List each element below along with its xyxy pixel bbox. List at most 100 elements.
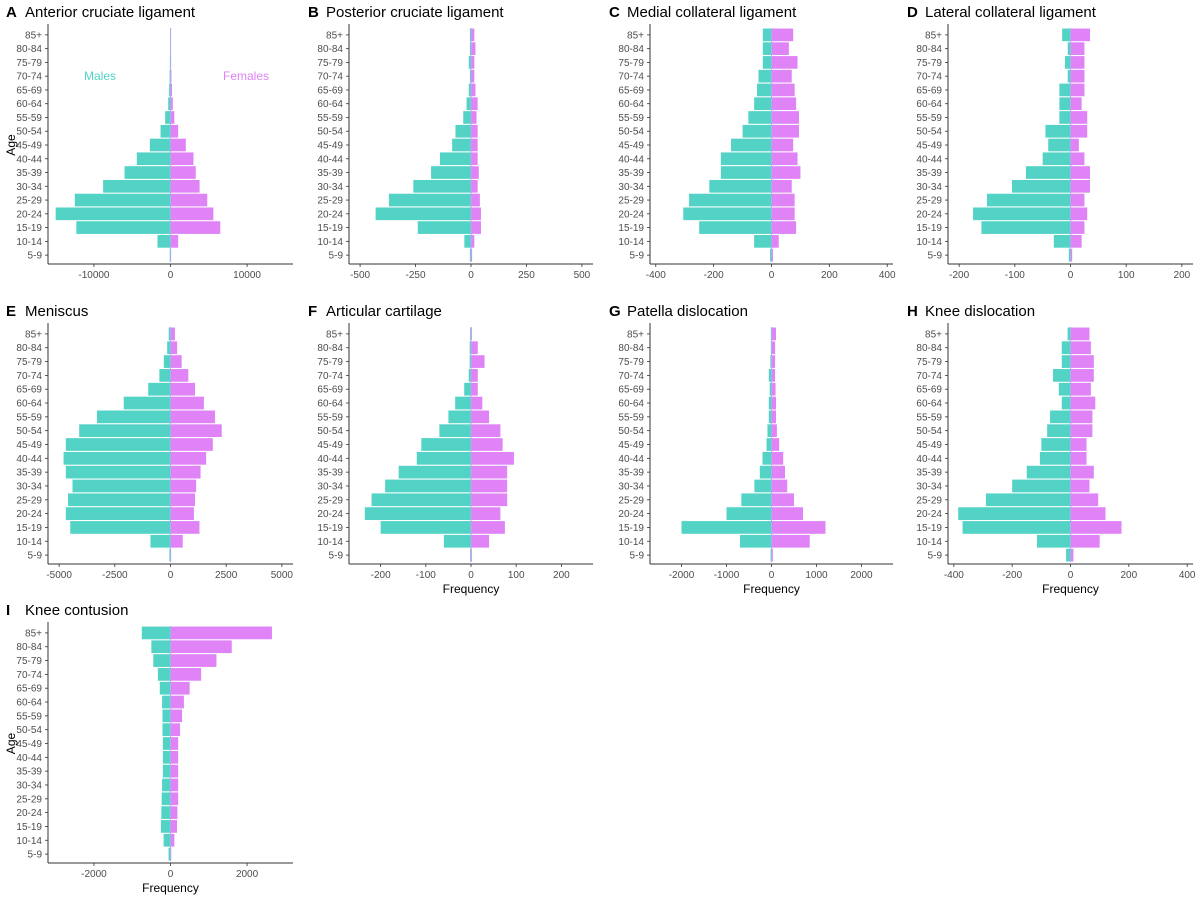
female-bar-70-74: [1070, 69, 1085, 83]
male-bar-75-79: [163, 355, 171, 368]
male-bar-45-49: [1048, 138, 1071, 152]
age-tick-label: 10-14: [16, 537, 42, 548]
age-tick-label: 15-19: [916, 223, 942, 234]
female-bar-50-54: [170, 424, 222, 438]
male-bar-45-49: [162, 737, 171, 750]
female-bar-30-34: [771, 479, 788, 493]
male-bar-60-64: [455, 396, 471, 410]
male-bar-65-69: [1058, 382, 1071, 396]
female-bar-55-59: [771, 410, 776, 424]
age-tick-label: 40-44: [317, 154, 343, 165]
age-tick-label: 5-9: [928, 251, 943, 262]
age-tick-label: 55-59: [317, 113, 343, 124]
age-tick-label: 15-19: [16, 223, 42, 234]
panel-g: G Patella dislocation 85+ 80-84 75-79 70-74 65…: [609, 303, 893, 596]
male-bar-55-59: [1059, 111, 1071, 124]
age-tick-label: 85+: [25, 628, 42, 639]
female-bar-10-14: [170, 833, 175, 847]
age-tick-label: 15-19: [916, 523, 942, 534]
female-bar-65-69: [170, 681, 190, 695]
female-bar-60-64: [471, 97, 478, 111]
age-tick-label: 70-74: [916, 371, 942, 382]
male-bar-65-69: [1059, 83, 1071, 97]
female-bar-55-59: [771, 111, 799, 124]
x-tick-label: -200: [1002, 570, 1022, 581]
age-tick-label: 20-24: [16, 209, 42, 220]
age-tick-label: 45-49: [317, 440, 343, 451]
male-bar-15-19: [76, 221, 171, 234]
male-bar-20-24: [65, 507, 171, 520]
male-bar-20-24: [958, 507, 1071, 520]
age-tick-label: 35-39: [16, 168, 42, 179]
x-tick-label: -2500: [102, 570, 128, 581]
male-bar-25-29: [74, 193, 171, 207]
y-axis-title: Age: [4, 134, 18, 156]
panel-title: Anterior cruciate ligament: [25, 4, 196, 21]
panel-e: E Meniscus 85+ 80-84 75-79 70-74 65-69 60-64 55-…: [6, 303, 293, 581]
male-bar-65-69: [757, 83, 772, 97]
age-tick-label: 75-79: [916, 357, 942, 368]
male-bar-10-14: [1036, 534, 1071, 548]
male-bar-30-34: [72, 479, 171, 493]
female-bar-75-79: [771, 355, 776, 368]
male-bar-65-69: [169, 83, 171, 97]
age-tick-label: 75-79: [916, 58, 942, 69]
age-tick-label: 45-49: [16, 739, 42, 750]
panel-title: Posterior cruciate ligament: [326, 4, 504, 21]
female-bar-20-24: [1070, 507, 1106, 520]
male-bar-15-19: [160, 820, 171, 833]
x-tick-label: -200: [371, 570, 391, 581]
age-tick-label: 30-34: [618, 481, 644, 492]
age-tick-label: 25-29: [618, 495, 644, 506]
male-bar-40-44: [162, 750, 171, 764]
panel-title: Medial collateral ligament: [627, 4, 797, 21]
panel-a: A Anterior cruciate ligament 85+ 80-84 75-79…: [4, 4, 293, 281]
male-bar-75-79: [468, 56, 471, 69]
female-bar-35-39: [771, 166, 801, 179]
x-tick-label: 0: [468, 270, 474, 281]
female-bar-40-44: [471, 152, 478, 166]
female-bar-35-39: [1070, 166, 1090, 179]
age-tick-label: 40-44: [16, 154, 42, 165]
age-tick-label: 80-84: [618, 343, 644, 354]
male-bar-60-64: [123, 396, 171, 410]
male-bar-60-64: [1061, 396, 1071, 410]
male-bar-15-19: [962, 521, 1071, 534]
female-bar-75-79: [170, 654, 217, 667]
age-tick-label: 75-79: [317, 357, 343, 368]
x-tick-label: -2000: [669, 570, 695, 581]
female-bar-55-59: [170, 709, 182, 723]
female-bar-55-59: [170, 410, 216, 424]
x-tick-label: 2500: [215, 570, 238, 581]
x-tick-label: 0: [468, 570, 474, 581]
male-bar-5-9: [168, 847, 171, 861]
age-tick-label: 20-24: [16, 808, 42, 819]
female-bar-35-39: [1070, 465, 1094, 479]
male-bar-85+: [762, 28, 772, 42]
panel-title: Lateral collateral ligament: [925, 4, 1097, 21]
female-bar-75-79: [771, 56, 798, 69]
female-bar-60-64: [1070, 97, 1082, 111]
female-bar-60-64: [170, 97, 173, 111]
panel-c: C Medial collateral ligament 85+ 80-84 75-79…: [609, 4, 896, 281]
male-bar-80-84: [151, 640, 171, 654]
age-tick-label: 15-19: [317, 223, 343, 234]
male-bar-5-9: [1066, 548, 1071, 562]
male-bar-55-59: [97, 410, 171, 424]
age-tick-label: 65-69: [618, 85, 644, 96]
age-tick-label: 45-49: [317, 141, 343, 152]
female-bar-25-29: [170, 493, 195, 507]
female-bar-35-39: [471, 465, 508, 479]
age-tick-label: 65-69: [16, 85, 42, 96]
male-bar-55-59: [463, 111, 471, 124]
male-bar-65-69: [464, 382, 471, 396]
panel-letter: A: [6, 4, 17, 21]
male-bar-15-19: [417, 221, 471, 234]
age-tick-label: 45-49: [618, 440, 644, 451]
female-bar-20-24: [170, 507, 194, 520]
x-tick-label: -1000: [714, 570, 740, 581]
age-tick-label: 80-84: [317, 343, 343, 354]
male-bar-70-74: [159, 369, 171, 382]
female-bar-25-29: [1070, 193, 1085, 207]
age-tick-label: 25-29: [16, 495, 42, 506]
